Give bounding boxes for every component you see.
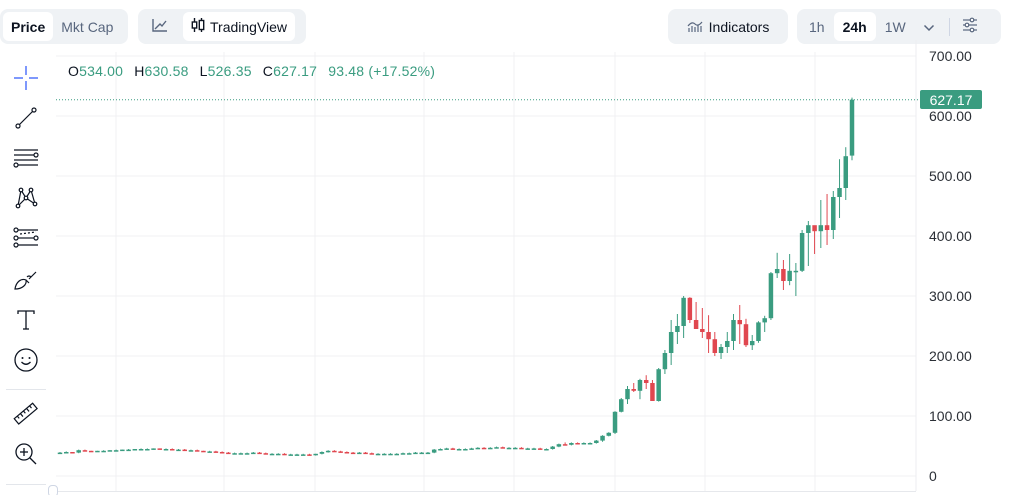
ruler-tool[interactable] <box>8 398 44 434</box>
y-tick-label: 600.00 <box>929 108 972 124</box>
tradingview-label: TradingView <box>210 18 288 35</box>
close-key: C <box>262 63 274 79</box>
trend-line-tool[interactable] <box>8 102 44 138</box>
high-value: 630.58 <box>144 63 189 79</box>
tab-price[interactable]: Price <box>3 12 54 41</box>
indicators-option[interactable]: Indicators <box>677 12 780 41</box>
toolbar-divider <box>948 17 950 36</box>
time-axis-line <box>56 491 916 492</box>
line-chart-button[interactable] <box>141 12 179 41</box>
y-tick-label: 300.00 <box>929 288 972 304</box>
brush-icon <box>12 267 40 298</box>
chart-toolbar: Price Mkt Cap TradingView Indicators 1h … <box>0 0 1024 52</box>
close-value: 627.17 <box>273 63 318 79</box>
chevron-down-icon <box>923 19 935 35</box>
price-mktcap-toggle: Price Mkt Cap <box>0 9 128 44</box>
trend-line-icon <box>13 105 39 136</box>
timeframe-1w[interactable]: 1W <box>884 18 906 35</box>
tradingview-button[interactable]: TradingView <box>183 12 296 41</box>
timeframe-more-button[interactable] <box>915 12 943 41</box>
tools-divider <box>6 484 46 485</box>
y-tick-label: 200.00 <box>929 348 972 364</box>
zoom-in-icon <box>13 441 39 472</box>
time-scale-handle[interactable] <box>48 485 58 495</box>
indicators-icon <box>687 19 703 35</box>
fib-retracement-icon <box>12 225 40 256</box>
emoji-tool[interactable] <box>8 344 44 380</box>
line-chart-icon <box>151 17 169 36</box>
tab-mkt-cap[interactable]: Mkt Cap <box>61 18 114 35</box>
y-tick-label: 400.00 <box>929 228 972 244</box>
brush-tool[interactable] <box>8 264 44 300</box>
fib-retracement-tool[interactable] <box>8 222 44 258</box>
crosshair-icon <box>13 65 39 96</box>
emoji-icon <box>13 347 39 378</box>
timeframe-selector: 1h 24h 1W <box>797 9 1001 44</box>
crosshair-tool[interactable] <box>8 62 44 98</box>
y-tick-label: 100.00 <box>929 408 972 424</box>
ruler-icon <box>12 400 40 433</box>
timeframe-24h[interactable]: 24h <box>833 12 876 41</box>
indicators-button[interactable]: Indicators <box>668 9 788 44</box>
y-tick-label: 700.00 <box>929 48 972 64</box>
horizontal-lines-tool[interactable] <box>8 142 44 178</box>
pattern-icon <box>13 185 39 216</box>
low-key: L <box>199 63 208 79</box>
text-tool[interactable] <box>8 304 44 340</box>
chart-settings-button[interactable] <box>956 12 984 41</box>
text-icon <box>14 307 38 338</box>
low-value: 526.35 <box>207 63 252 79</box>
last-price-tag: 627.17 <box>920 90 982 109</box>
y-tick-label: 500.00 <box>929 168 972 184</box>
zoom-in-tool[interactable] <box>8 438 44 474</box>
tools-divider <box>6 389 46 390</box>
ohlc-legend: O534.00 H630.58 L526.35 C627.17 93.48 (+… <box>68 63 442 79</box>
high-key: H <box>134 63 145 79</box>
timeframe-1h[interactable]: 1h <box>809 18 825 35</box>
chart-type-toggle: TradingView <box>138 9 306 44</box>
sliders-icon <box>962 17 978 36</box>
horizontal-lines-icon <box>12 145 40 176</box>
indicators-label: Indicators <box>708 18 770 35</box>
open-value: 534.00 <box>79 63 124 79</box>
pattern-tool[interactable] <box>8 182 44 218</box>
change-value: 93.48 (+17.52%) <box>328 63 436 79</box>
open-key: O <box>68 63 80 79</box>
y-tick-label: 0 <box>929 468 937 484</box>
candlestick-icon <box>191 17 205 36</box>
